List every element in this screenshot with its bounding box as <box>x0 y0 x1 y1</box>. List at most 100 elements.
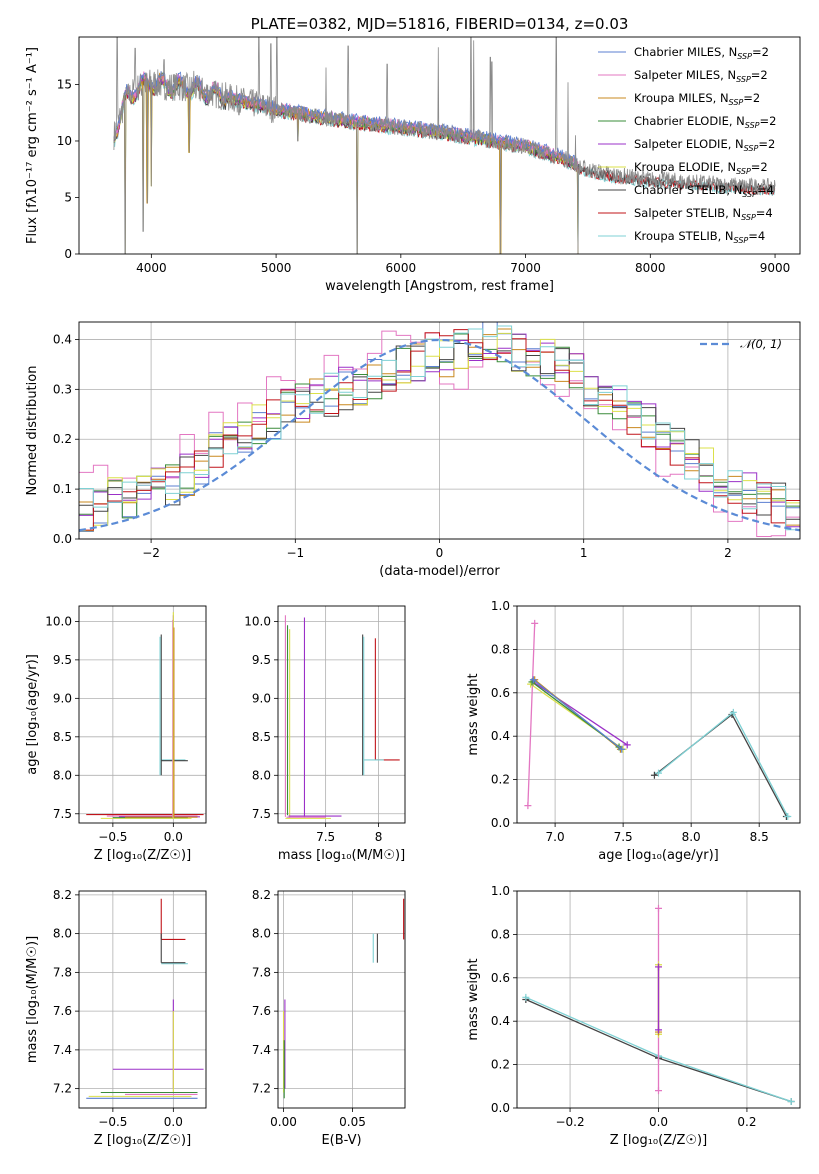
histogram-salpeter-elodie <box>79 333 800 528</box>
legend-label: Kroupa MILES, NSSP=2 <box>634 91 760 107</box>
y-tick-label: 0.2 <box>491 773 510 787</box>
y-tick-label: 9.0 <box>252 691 271 705</box>
x-tick-label: 9000 <box>760 261 791 275</box>
legend: Chabrier MILES, NSSP=2 Salpeter MILES, NS… <box>598 45 776 245</box>
data-point <box>655 769 662 777</box>
y-tick-label: 8.0 <box>252 927 271 941</box>
y-tick-label: 8.5 <box>53 730 72 744</box>
y-tick-label: 0.4 <box>491 729 510 743</box>
y-tick-label: 7.4 <box>53 1043 72 1057</box>
data-point <box>655 904 662 912</box>
x-tick-label: −1 <box>286 546 304 560</box>
y-tick-label: 10 <box>57 134 72 148</box>
data-point <box>655 1087 662 1095</box>
panel-age-vs-mass: 7.5 8 7.5 8.0 8.5 9.0 9.5 10.0 mass [log₁₀(M/M☉)… <box>244 605 406 863</box>
y-tick-label: 7.8 <box>53 965 72 979</box>
x-tick-label: 7.5 <box>614 830 633 844</box>
y-axis-label: mass weight <box>466 673 481 755</box>
x-tick-label: −0.5 <box>98 1115 127 1129</box>
y-axis-label: mass [log₁₀(M/M☉)] <box>25 936 40 1063</box>
axes-frame <box>78 605 207 824</box>
model-spectrum-kroupa-miles <box>113 72 579 254</box>
panel-mass-weight-vs-Z: −0.2 0.0 0.2 0.0 0.2 0.4 0.6 0.8 1.0 Z [log₁₀(Z/Z… <box>466 884 801 1148</box>
x-axis-label: Z [log₁₀(Z/Z☉)] <box>94 848 191 863</box>
plot-area <box>282 898 405 1099</box>
data-point <box>524 802 532 810</box>
x-tick-label: 4000 <box>136 261 167 275</box>
y-tick-label: 9.5 <box>252 653 271 667</box>
plot-area <box>86 612 204 820</box>
y-tick-label: 8.2 <box>53 888 72 902</box>
y-tick-label: 0.2 <box>53 432 72 446</box>
y-tick-label: 10.0 <box>45 614 72 628</box>
data-point <box>784 812 792 820</box>
y-tick-label: 5 <box>64 190 72 204</box>
y-axis-label: age [log₁₀(age/yr)] <box>25 654 40 775</box>
x-axis-label: (data-model)/error <box>379 564 500 579</box>
x-tick-label: 7.0 <box>546 830 565 844</box>
legend: 𝒩(0, 1) <box>700 337 782 351</box>
series-line-chabrier-stelib <box>653 713 787 817</box>
axes-frame <box>78 321 801 540</box>
y-tick-label: 7.6 <box>53 1004 72 1018</box>
x-tick-label: 7000 <box>510 261 541 275</box>
y-tick-label: 0.2 <box>491 1058 510 1072</box>
y-tick-label: 8.0 <box>252 768 271 782</box>
panel-residuals: −2 −1 0 1 2 0.0 0.1 0.2 0.3 0.4 (data-model)/error… <box>25 321 801 579</box>
axes-frame <box>78 36 801 255</box>
x-axis-label: wavelength [Angstrom, rest frame] <box>325 279 554 294</box>
y-tick-label: 0.4 <box>491 1014 510 1028</box>
x-tick-label: 8000 <box>635 261 666 275</box>
y-tick-label: 0 <box>64 247 72 261</box>
x-tick-label: −2 <box>142 546 160 560</box>
x-tick-label: 8.0 <box>682 830 701 844</box>
x-tick-label: 0.0 <box>164 830 183 844</box>
series-line-salpeter-miles <box>527 623 536 806</box>
plot-area <box>86 898 204 1099</box>
y-tick-label: 7.8 <box>252 965 271 979</box>
y-tick-label: 9.0 <box>53 691 72 705</box>
y-axis-label: Normed distribution <box>25 366 40 496</box>
y-tick-label: 8.0 <box>53 927 72 941</box>
y-tick-label: 0.6 <box>491 686 510 700</box>
x-axis-label: Z [log₁₀(Z/Z☉)] <box>94 1133 191 1148</box>
x-axis-label: mass [log₁₀(M/M☉)] <box>278 848 405 863</box>
y-tick-label: 0.8 <box>491 927 510 941</box>
legend-label: Kroupa STELIB, NSSP=4 <box>634 229 765 245</box>
panel-mass-weight-vs-age: 7.0 7.5 8.0 8.5 0.0 0.2 0.4 0.6 0.8 1.0 age [log₁₀… <box>466 599 801 863</box>
legend-label: Chabrier ELODIE, NSSP=2 <box>634 114 776 130</box>
y-tick-label: 7.5 <box>53 807 72 821</box>
legend-label: Chabrier STELIB, NSSP=4 <box>634 183 774 199</box>
panel-mass-vs-EBV: 0.00 0.05 7.2 7.4 7.6 7.8 8.0 8.2 E(B-V) <box>252 888 406 1148</box>
legend-label: 𝒩(0, 1) <box>740 337 782 351</box>
plot-area <box>524 619 792 820</box>
y-tick-label: 1.0 <box>491 884 510 898</box>
x-axis-label: age [log₁₀(age/yr)] <box>598 848 719 863</box>
y-tick-label: 15 <box>57 77 72 91</box>
x-tick-label: 0.00 <box>270 1115 297 1129</box>
y-axis-label: Flux [fλ10⁻¹⁷ erg cm⁻² s⁻¹ A⁻¹] <box>25 47 40 244</box>
axes-frame <box>516 605 801 824</box>
y-tick-label: 8.0 <box>53 768 72 782</box>
x-axis-label: Z [log₁₀(Z/Z☉)] <box>610 1133 707 1148</box>
y-tick-label: 8.2 <box>252 888 271 902</box>
x-tick-label: 8 <box>375 830 383 844</box>
y-tick-label: 7.2 <box>252 1082 271 1096</box>
panel-spectrum: 4000 5000 6000 7000 8000 9000 0 5 10 15 wavelength… <box>25 15 801 294</box>
x-tick-label: 1 <box>580 546 588 560</box>
y-tick-label: 0.3 <box>53 382 72 396</box>
panel-mass-vs-Z: −0.5 0.0 7.2 7.4 7.6 7.8 8.0 8.2 Z [log₁₀(Z/Z☉)]… <box>25 888 207 1148</box>
histogram-kroupa-miles <box>79 328 800 526</box>
data-point <box>522 993 530 1001</box>
plot-area <box>79 322 800 537</box>
axes-frame <box>78 890 207 1109</box>
y-tick-label: 10.0 <box>244 614 271 628</box>
plot-area <box>113 37 776 254</box>
y-tick-label: 9.5 <box>53 653 72 667</box>
data-point <box>655 963 662 971</box>
x-tick-label: 0.2 <box>737 1115 756 1129</box>
histogram-salpeter-stelib <box>79 329 800 531</box>
data-point <box>650 771 658 779</box>
series-line-kroupa-stelib <box>658 711 789 817</box>
